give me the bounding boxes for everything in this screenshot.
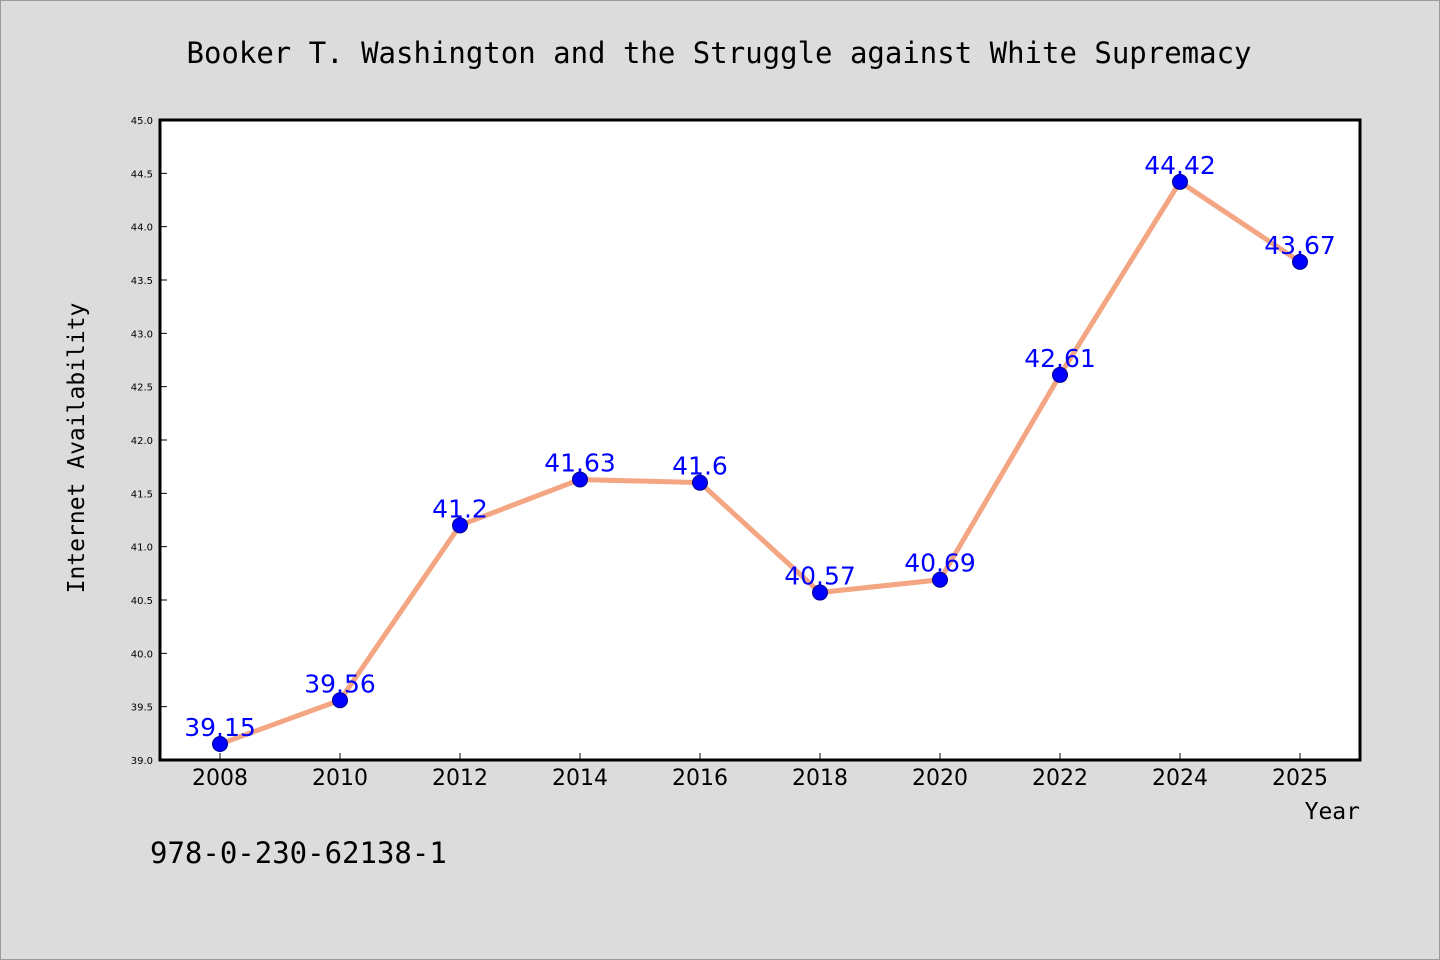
y-tick-label: 39.0 (131, 756, 153, 767)
data-point-marker (692, 474, 708, 491)
y-tick-label: 40.5 (131, 596, 153, 607)
x-tick-label: 2016 (672, 766, 728, 791)
data-point-marker (212, 736, 228, 752)
plot-area (158, 118, 1362, 762)
series-line (217, 179, 1303, 747)
x-tick-label: 2025 (1272, 766, 1328, 791)
data-label: 44.42 (1144, 151, 1216, 180)
y-tick-label: 39.5 (131, 703, 153, 714)
y-tick-label: 41.5 (131, 489, 153, 500)
data-label: 41.6 (672, 452, 728, 481)
y-tick-label: 43.5 (131, 276, 153, 287)
data-labels: 39.15 39.56 41.2 41.63 41.6 40.57 40.69 42.61 44… (184, 151, 1336, 742)
series-markers (212, 173, 1308, 752)
y-tick-label: 44.0 (131, 223, 153, 234)
y-tick-label: 41.0 (131, 543, 153, 554)
x-axis-label: Year (1305, 799, 1360, 825)
x-tick-label: 2010 (312, 766, 368, 791)
y-tick-label: 42.5 (131, 383, 153, 394)
chart-title: Booker T. Washington and the Struggle ag… (186, 36, 1251, 70)
y-tick-label: 45.0 (131, 116, 153, 127)
data-point-marker (332, 692, 348, 709)
data-label: 42.61 (1024, 344, 1096, 373)
data-point-marker (1052, 366, 1068, 383)
data-point-marker (572, 471, 588, 488)
data-point-marker (812, 584, 828, 601)
isbn-text: 978-0-230-62138-1 (150, 836, 447, 870)
y-tick-label: 43.0 (131, 329, 153, 340)
x-tick-label: 2014 (552, 766, 608, 791)
x-tick-label: 2020 (912, 766, 968, 791)
y-tick-label: 44.5 (131, 169, 153, 180)
data-point-marker (1292, 253, 1308, 270)
data-label: 41.63 (544, 448, 616, 477)
data-point-marker (932, 571, 948, 588)
data-point-marker (1172, 173, 1188, 190)
y-axis: 39.0 39.5 40.0 40.5 41.0 41.5 42.0 42.5 43.0 43.5… (131, 116, 167, 767)
data-point-marker (452, 517, 468, 534)
data-label: 41.2 (432, 494, 488, 523)
data-label: 39.56 (304, 669, 376, 698)
y-tick-label: 42.0 (131, 436, 153, 447)
y-tick-label: 40.0 (131, 649, 153, 660)
x-tick-label: 2024 (1152, 766, 1208, 791)
x-tick-label: 2022 (1032, 766, 1088, 791)
data-label: 40.69 (904, 549, 976, 578)
x-axis: 2008 2010 2012 2014 2016 2018 2020 2022 2024 2025 (192, 753, 1328, 791)
x-tick-label: 2018 (792, 766, 848, 791)
data-label: 39.15 (184, 713, 256, 742)
data-label: 43.67 (1264, 231, 1336, 260)
data-label: 40.57 (784, 562, 856, 591)
y-axis-label: Internet Availability (64, 303, 90, 594)
x-tick-label: 2012 (432, 766, 488, 791)
x-tick-label: 2008 (192, 766, 248, 791)
